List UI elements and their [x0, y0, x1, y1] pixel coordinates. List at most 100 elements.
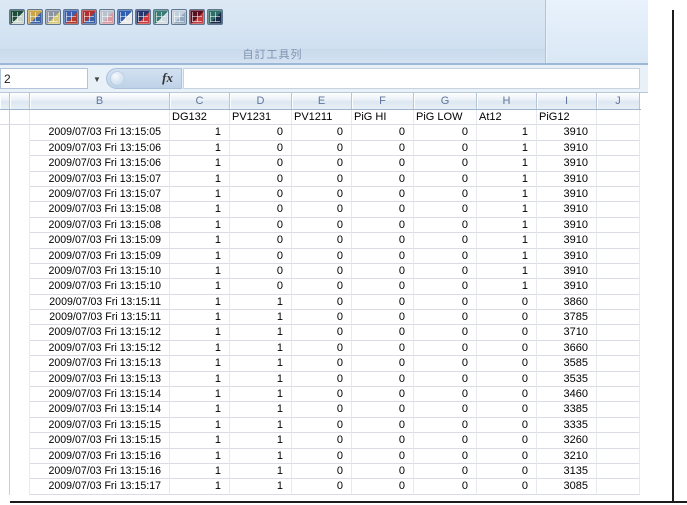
value-cell[interactable]: 1 [230, 402, 292, 418]
timestamp-cell[interactable]: 2009/07/03 Fri 13:15:08 [30, 217, 170, 234]
value-cell[interactable]: 0 [414, 217, 477, 234]
value-cell[interactable]: 0 [477, 433, 537, 449]
chart-edit-icon[interactable] [207, 9, 223, 25]
value-cell[interactable]: 0 [352, 125, 414, 141]
cell[interactable] [597, 140, 640, 157]
cell[interactable] [10, 310, 30, 326]
value-cell[interactable]: 0 [414, 233, 477, 249]
value-cell[interactable]: 3085 [537, 479, 597, 495]
timestamp-cell[interactable]: 2009/07/03 Fri 13:15:06 [30, 140, 170, 157]
value-cell[interactable]: 0 [414, 171, 477, 187]
sort-number-icon[interactable] [117, 9, 133, 25]
value-cell[interactable]: 3910 [537, 186, 597, 203]
value-cell[interactable]: 1 [170, 294, 230, 311]
value-cell[interactable]: 1 [170, 433, 230, 449]
value-cell[interactable]: 0 [352, 325, 414, 341]
value-cell[interactable]: 0 [352, 479, 414, 495]
value-cell[interactable]: 1 [170, 310, 230, 326]
value-cell[interactable]: 0 [414, 387, 477, 403]
column-header-B[interactable]: B [30, 93, 170, 109]
cell[interactable] [597, 110, 640, 126]
name-box[interactable] [0, 68, 88, 89]
timestamp-cell[interactable]: 2009/07/03 Fri 13:15:14 [30, 387, 170, 403]
value-cell[interactable]: 0 [477, 448, 537, 464]
value-cell[interactable]: 0 [414, 263, 477, 280]
value-cell[interactable]: 1 [477, 248, 537, 264]
value-cell[interactable]: 1 [170, 156, 230, 172]
cell[interactable] [597, 186, 640, 203]
grid-light-icon[interactable] [171, 9, 187, 25]
value-cell[interactable]: 1 [170, 402, 230, 418]
cell[interactable] [10, 387, 30, 403]
value-cell[interactable]: 1 [230, 340, 292, 357]
column-header-E[interactable]: E [292, 93, 352, 109]
value-cell[interactable]: 0 [292, 125, 352, 141]
value-cell[interactable]: 3910 [537, 156, 597, 172]
cell[interactable] [10, 417, 30, 434]
cell[interactable] [597, 417, 640, 434]
value-cell[interactable]: 1 [230, 310, 292, 326]
value-cell[interactable]: 0 [477, 310, 537, 326]
timestamp-cell[interactable]: 2009/07/03 Fri 13:15:07 [30, 171, 170, 187]
value-cell[interactable]: 0 [292, 248, 352, 264]
value-cell[interactable]: 0 [292, 340, 352, 357]
field-header-cell[interactable]: PV1231 [230, 110, 292, 126]
value-cell[interactable]: 1 [477, 263, 537, 280]
sort-data-icon[interactable] [63, 9, 79, 25]
value-cell[interactable]: 1 [170, 125, 230, 141]
value-cell[interactable]: 0 [352, 448, 414, 464]
value-cell[interactable]: 1 [170, 417, 230, 434]
value-cell[interactable]: 1 [230, 387, 292, 403]
value-cell[interactable]: 0 [292, 479, 352, 495]
value-cell[interactable]: 0 [230, 171, 292, 187]
timestamp-cell[interactable]: 2009/07/03 Fri 13:15:15 [30, 417, 170, 434]
value-cell[interactable]: 0 [230, 202, 292, 218]
value-cell[interactable]: 1 [477, 279, 537, 295]
cell[interactable] [597, 263, 640, 280]
value-cell[interactable]: 3260 [537, 433, 597, 449]
name-box-dropdown-icon[interactable]: ▼ [90, 74, 104, 86]
cell[interactable] [597, 371, 640, 388]
value-cell[interactable]: 0 [292, 140, 352, 157]
cell[interactable] [10, 248, 30, 264]
value-cell[interactable]: 0 [477, 387, 537, 403]
cell[interactable] [597, 356, 640, 372]
value-cell[interactable]: 1 [170, 279, 230, 295]
value-cell[interactable]: 3910 [537, 140, 597, 157]
value-cell[interactable]: 0 [477, 463, 537, 480]
field-header-cell[interactable]: PiG HI [352, 110, 414, 126]
value-cell[interactable]: 0 [414, 371, 477, 388]
value-cell[interactable]: 1 [477, 171, 537, 187]
value-cell[interactable]: 1 [230, 448, 292, 464]
value-cell[interactable]: 1 [230, 417, 292, 434]
cell[interactable] [597, 248, 640, 264]
timestamp-cell[interactable]: 2009/07/03 Fri 13:15:09 [30, 233, 170, 249]
value-cell[interactable]: 0 [230, 125, 292, 141]
value-cell[interactable]: 1 [230, 356, 292, 372]
value-cell[interactable]: 1 [170, 248, 230, 264]
value-cell[interactable]: 1 [477, 202, 537, 218]
open-workbook-icon[interactable] [27, 9, 43, 25]
cell[interactable] [597, 217, 640, 234]
field-header-cell[interactable]: PV1211 [292, 110, 352, 126]
cell[interactable] [597, 294, 640, 311]
value-cell[interactable]: 0 [477, 356, 537, 372]
value-cell[interactable]: 0 [414, 310, 477, 326]
value-cell[interactable]: 0 [292, 371, 352, 388]
value-cell[interactable]: 0 [414, 325, 477, 341]
value-cell[interactable]: 3710 [537, 325, 597, 341]
value-cell[interactable]: 1 [230, 294, 292, 311]
value-cell[interactable]: 0 [292, 171, 352, 187]
value-cell[interactable]: 3585 [537, 356, 597, 372]
value-cell[interactable]: 0 [292, 217, 352, 234]
value-cell[interactable]: 0 [352, 463, 414, 480]
value-cell[interactable]: 0 [292, 325, 352, 341]
value-cell[interactable]: 1 [477, 156, 537, 172]
value-cell[interactable]: 3210 [537, 448, 597, 464]
table-settings-icon[interactable] [153, 9, 169, 25]
value-cell[interactable]: 0 [477, 371, 537, 388]
value-cell[interactable]: 1 [477, 186, 537, 203]
value-cell[interactable]: 0 [230, 279, 292, 295]
value-cell[interactable]: 0 [292, 417, 352, 434]
value-cell[interactable]: 0 [477, 340, 537, 357]
